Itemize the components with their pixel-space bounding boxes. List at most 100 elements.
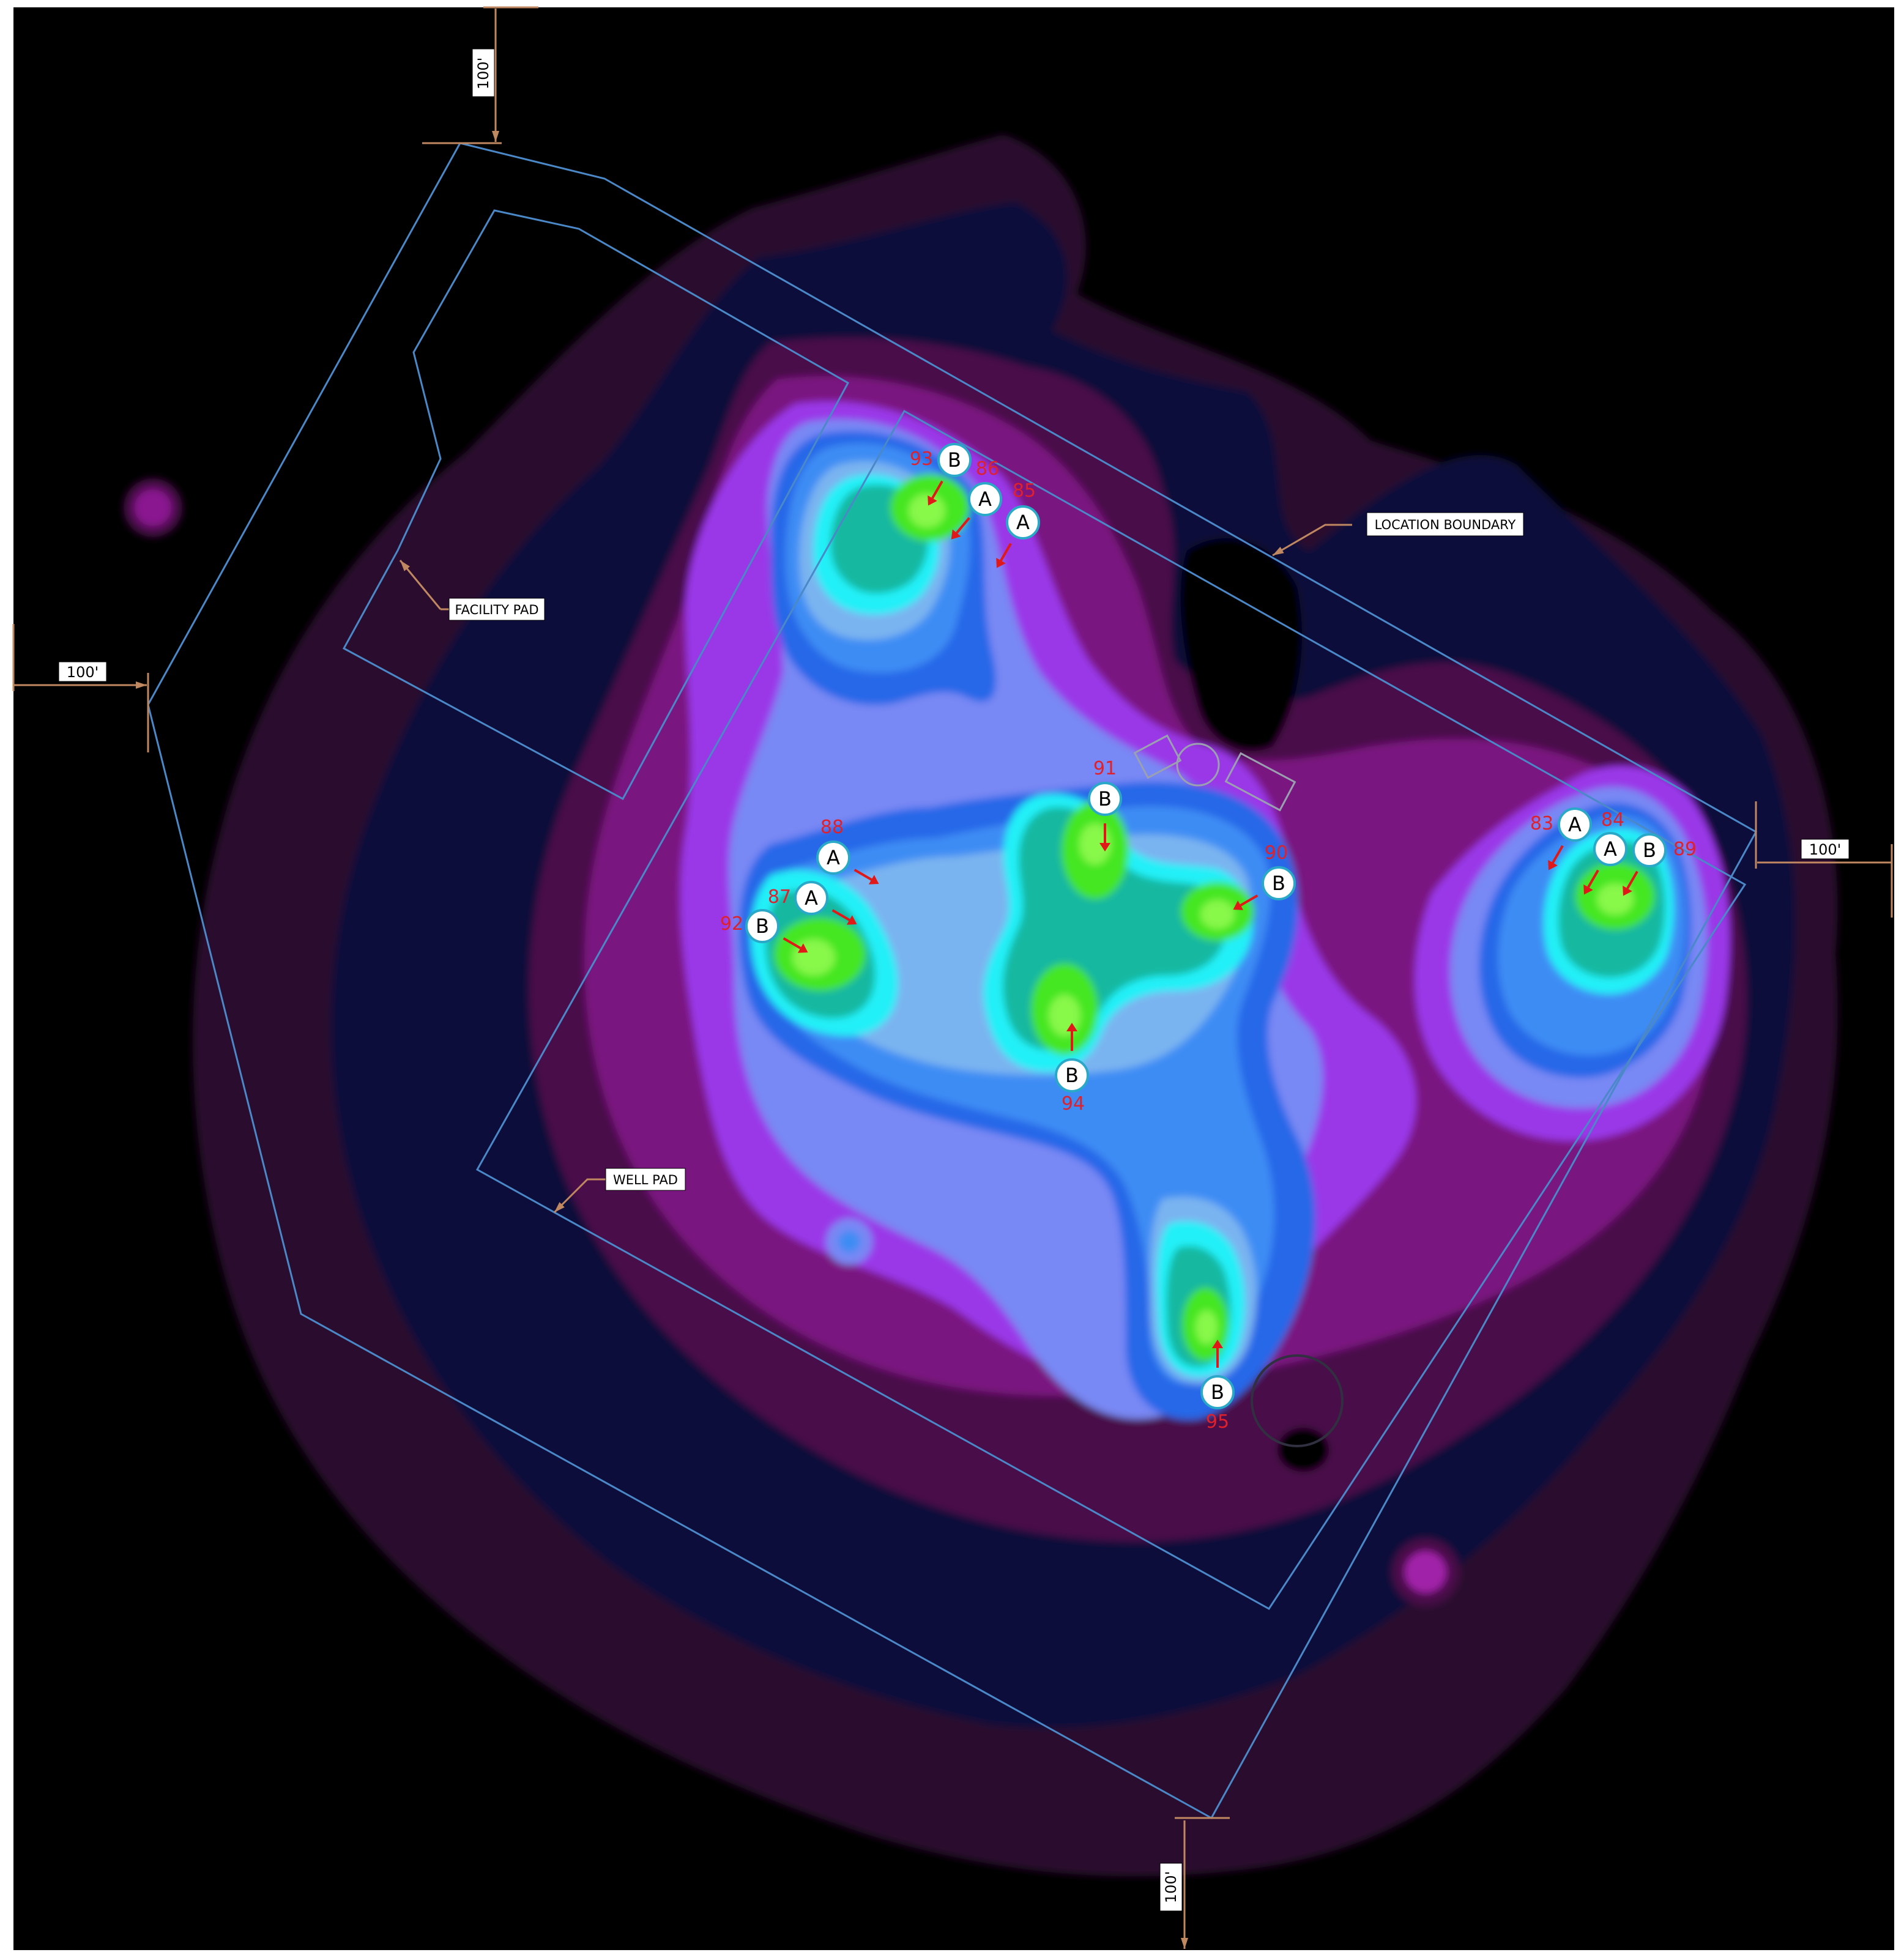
fixture-symbol [1558, 807, 1592, 842]
fixture-type-label: B [1098, 787, 1112, 811]
fixture-symbol [1006, 505, 1040, 540]
fixture-aim-arrowhead [1623, 885, 1632, 896]
dark-voids [1170, 253, 1329, 1472]
fixture-95: B 95 [1200, 1340, 1235, 1433]
dim-bottom-text: 100' [1162, 1871, 1180, 1903]
equipment-structures [1133, 734, 1344, 1447]
fixture-type-label: B [1211, 1381, 1224, 1404]
dim-bottom-label: 100' [1159, 1863, 1183, 1912]
facility-pad-label: FACILITY PAD [455, 603, 538, 617]
location-boundary-callout: LOCATION BOUNDARY [1272, 512, 1524, 557]
fixture-symbol [745, 909, 779, 943]
isolated-glow-spots [124, 478, 1459, 1606]
location-boundary-label: LOCATION BOUNDARY [1375, 518, 1516, 532]
fixture-number-label: 91 [1093, 758, 1117, 779]
fixture-symbol [968, 482, 1002, 516]
fixture-aim-arrow [853, 869, 872, 881]
fixture-88: A 88 [816, 817, 879, 885]
fixture-aim-arrow [1626, 870, 1638, 889]
dimension-annotations [12, 6, 1893, 1949]
fixture-aim-arrowhead [1066, 1023, 1077, 1031]
fixture-number-label: 83 [1530, 813, 1553, 834]
fixture-number-label: 93 [910, 448, 933, 470]
fixture-aim-arrowhead [1212, 1340, 1223, 1348]
fixture-number-label: 88 [820, 817, 844, 838]
fixture-type-label: B [948, 448, 961, 472]
dim-top-text: 100' [475, 58, 492, 89]
dimension-labels: 100' 100' 100' 100' [58, 48, 1850, 1912]
fixture-aim-arrow [1587, 869, 1599, 888]
fixture-aim-arrow [1552, 845, 1564, 864]
fixture-aim-arrow [783, 937, 801, 949]
callouts: FACILITY PAD LOCATION BOUNDARY WELL PAD [399, 512, 1524, 1214]
fixture-aim-arrowhead [797, 943, 808, 953]
fixture-aim-arrowhead [996, 557, 1006, 568]
fixture-aim-arrowhead [1583, 884, 1593, 895]
illuminance-contours [124, 135, 1838, 1877]
well-pad-callout: WELL PAD [553, 1168, 686, 1214]
dim-right-label: 100' [1801, 839, 1850, 859]
fixture-87: A 87 [768, 881, 857, 925]
fixture-aim-arrow [831, 909, 850, 921]
well-pad-outline [475, 409, 1747, 1610]
dim-right-text: 100' [1809, 841, 1841, 858]
fixture-symbol [937, 443, 972, 477]
fixture-symbol [794, 881, 828, 915]
fixture-number-label: 87 [768, 886, 791, 908]
fixture-aim-arrow [956, 517, 970, 534]
fixture-number-label: 85 [1013, 480, 1036, 502]
fixture-symbol [1593, 832, 1627, 866]
fixture-aim-arrowhead [951, 529, 961, 540]
fixture-type-label: A [1568, 813, 1582, 836]
fixture-aim-arrowhead [1548, 859, 1558, 870]
fixture-type-label: A [1016, 511, 1030, 534]
fixture-84: A 84 [1583, 809, 1627, 895]
fixture-aim-arrowhead [868, 875, 879, 885]
fixture-number-label: 89 [1673, 839, 1697, 860]
fixture-number-label: 94 [1062, 1093, 1085, 1115]
fixture-number-label: 90 [1265, 842, 1288, 864]
fixture-type-label: B [1272, 872, 1285, 895]
fixture-aim-arrow [1000, 543, 1012, 562]
fixture-85: A 85 [996, 480, 1040, 568]
facility-pad-callout: FACILITY PAD [399, 560, 545, 621]
fixture-aim-arrowhead [1099, 843, 1110, 851]
fixture-type-label: A [827, 846, 840, 869]
light-fixtures: B 93 A 86 A 85 B 91 A 88 A 87 B 92 B 90 B 94 B 95 A 83 A 84 B 89 [720, 443, 1697, 1433]
equipment-pad-1 [1133, 734, 1182, 779]
fixture-aim-arrowhead [928, 495, 937, 506]
dim-left-label: 100' [58, 661, 107, 682]
fixture-type-label: A [1604, 837, 1617, 861]
fixture-symbol [1055, 1058, 1089, 1092]
fixture-type-label: A [805, 886, 818, 910]
dim-left-text: 100' [67, 664, 99, 681]
fixture-83: A 83 [1530, 807, 1592, 870]
fixture-symbol [816, 840, 850, 875]
dim-top-label: 100' [472, 48, 495, 97]
bottom-tank-circle [1251, 1354, 1344, 1447]
fixture-89: B 89 [1623, 833, 1697, 896]
fixture-number-label: 84 [1601, 809, 1624, 831]
fixture-90: B 90 [1233, 842, 1296, 910]
fixture-number-label: 92 [720, 913, 743, 935]
fixture-92: B 92 [720, 909, 808, 953]
fixture-number-label: 86 [976, 458, 999, 480]
fixture-number-label: 95 [1206, 1411, 1229, 1433]
fixture-type-label: B [1643, 839, 1656, 862]
fixture-type-label: B [1065, 1064, 1079, 1087]
fixture-symbol [1262, 866, 1296, 900]
fixture-symbol [1200, 1375, 1235, 1409]
fixture-93: B 93 [910, 443, 972, 506]
fixture-91: B 91 [1088, 758, 1122, 851]
fixture-86: A 86 [951, 458, 1002, 540]
fixture-aim-arrow [1240, 894, 1259, 907]
fixture-94: B 94 [1055, 1023, 1089, 1115]
fixture-symbol [1088, 782, 1122, 816]
fixture-type-label: A [978, 488, 992, 511]
fixture-aim-arrowhead [846, 915, 857, 925]
well-pad-label: WELL PAD [613, 1173, 678, 1187]
fixture-symbol [1632, 833, 1667, 867]
equipment-pad-2 [1224, 752, 1296, 812]
